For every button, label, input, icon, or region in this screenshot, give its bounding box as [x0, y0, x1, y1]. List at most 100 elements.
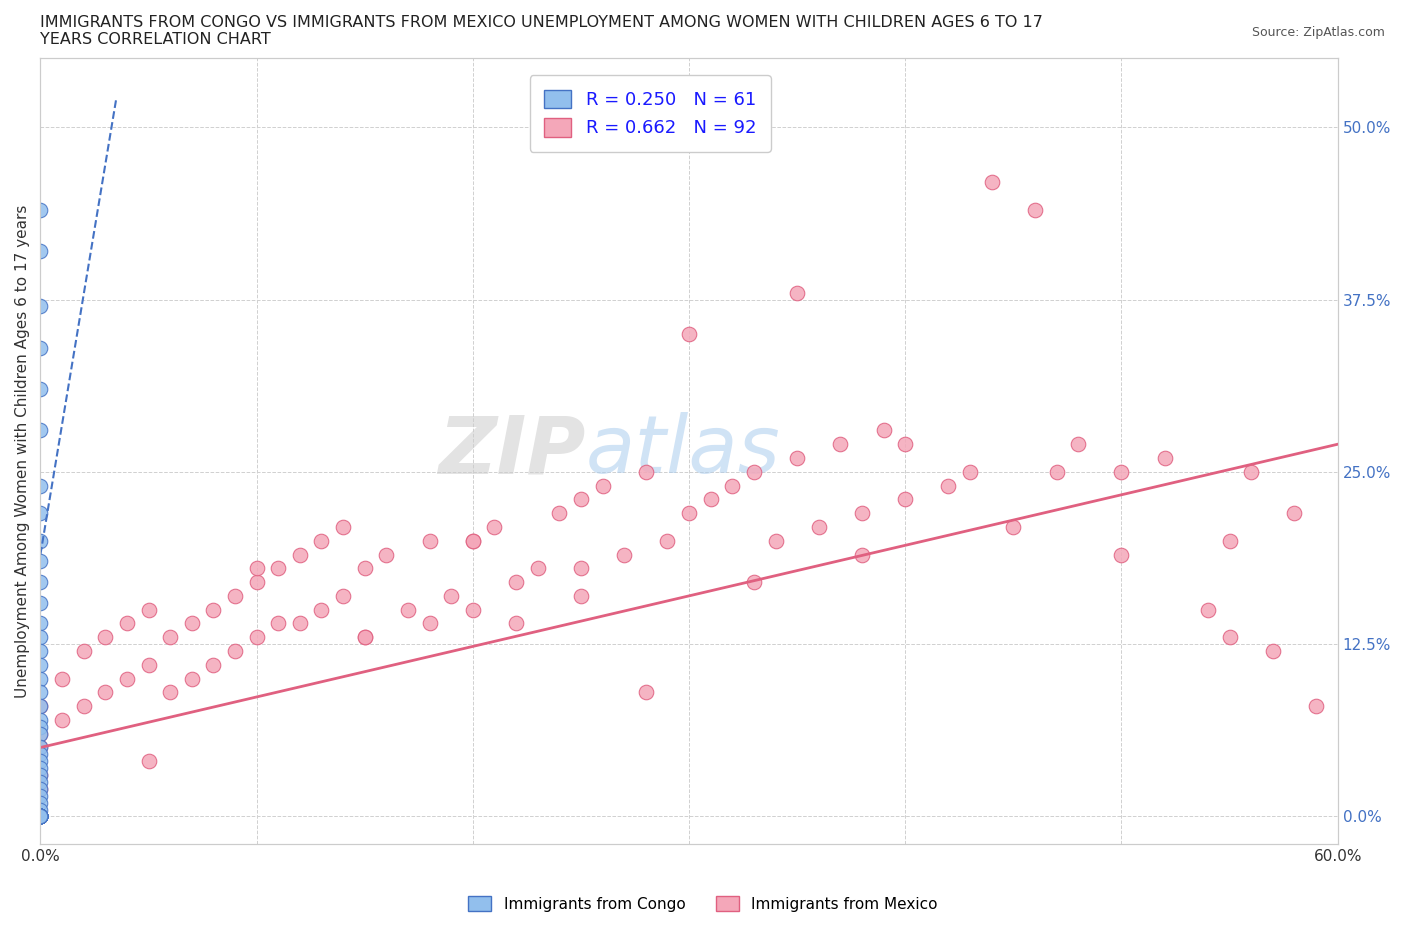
Point	[30, 616, 52, 631]
Point	[1305, 698, 1327, 713]
Point	[30, 423, 52, 438]
Point	[30, 726, 52, 741]
Point	[30, 381, 52, 396]
Point	[94, 684, 117, 699]
Point	[94, 630, 117, 644]
Point	[30, 802, 52, 817]
Point	[30, 478, 52, 493]
Point	[30, 658, 52, 672]
Point	[30, 244, 52, 259]
Point	[30, 795, 52, 810]
Point	[569, 589, 592, 604]
Point	[30, 809, 52, 824]
Point	[288, 547, 311, 562]
Point	[30, 809, 52, 824]
Point	[30, 340, 52, 355]
Point	[830, 437, 852, 452]
Point	[375, 547, 398, 562]
Point	[30, 809, 52, 824]
Legend: R = 0.250   N = 61, R = 0.662   N = 92: R = 0.250 N = 61, R = 0.662 N = 92	[530, 75, 770, 152]
Point	[30, 767, 52, 782]
Point	[678, 506, 700, 521]
Point	[30, 775, 52, 790]
Point	[30, 575, 52, 590]
Point	[138, 603, 160, 618]
Point	[419, 533, 441, 548]
Point	[1218, 630, 1240, 644]
Point	[461, 603, 484, 618]
Point	[30, 506, 52, 521]
Point	[30, 809, 52, 824]
Point	[180, 616, 202, 631]
Point	[851, 506, 873, 521]
Point	[980, 175, 1002, 190]
Point	[569, 492, 592, 507]
Point	[30, 712, 52, 727]
Point	[30, 809, 52, 824]
Point	[138, 754, 160, 769]
Point	[224, 589, 246, 604]
Point	[30, 809, 52, 824]
Point	[30, 554, 52, 569]
Point	[30, 747, 52, 762]
Point	[267, 616, 290, 631]
Point	[484, 520, 506, 535]
Point	[678, 326, 700, 341]
Point	[30, 720, 52, 735]
Point	[30, 740, 52, 755]
Point	[30, 809, 52, 824]
Point	[30, 671, 52, 686]
Point	[224, 644, 246, 658]
Point	[1111, 464, 1133, 479]
Point	[30, 203, 52, 218]
Point	[246, 575, 269, 590]
Point	[332, 520, 354, 535]
Point	[159, 684, 181, 699]
Point	[30, 684, 52, 699]
Point	[592, 478, 614, 493]
Point	[30, 809, 52, 824]
Point	[30, 698, 52, 713]
Point	[569, 561, 592, 576]
Point	[30, 809, 52, 824]
Point	[202, 603, 225, 618]
Point	[1240, 464, 1263, 479]
Point	[786, 286, 808, 300]
Point	[30, 698, 52, 713]
Point	[353, 561, 375, 576]
Point	[419, 616, 441, 631]
Point	[51, 712, 73, 727]
Point	[30, 299, 52, 313]
Point	[1024, 203, 1046, 218]
Point	[30, 809, 52, 824]
Point	[30, 809, 52, 824]
Point	[30, 809, 52, 824]
Point	[202, 658, 225, 672]
Point	[30, 809, 52, 824]
Point	[332, 589, 354, 604]
Point	[894, 492, 917, 507]
Point	[1045, 464, 1067, 479]
Legend: Immigrants from Congo, Immigrants from Mexico: Immigrants from Congo, Immigrants from M…	[463, 889, 943, 918]
Point	[30, 754, 52, 769]
Point	[872, 423, 894, 438]
Point	[30, 809, 52, 824]
Y-axis label: Unemployment Among Women with Children Ages 6 to 17 years: Unemployment Among Women with Children A…	[15, 205, 30, 698]
Point	[634, 464, 657, 479]
Point	[461, 533, 484, 548]
Point	[721, 478, 744, 493]
Point	[180, 671, 202, 686]
Point	[159, 630, 181, 644]
Point	[440, 589, 463, 604]
Point	[938, 478, 960, 493]
Point	[1002, 520, 1025, 535]
Text: Source: ZipAtlas.com: Source: ZipAtlas.com	[1251, 26, 1385, 39]
Point	[1153, 451, 1175, 466]
Point	[30, 809, 52, 824]
Point	[505, 616, 527, 631]
Point	[1261, 644, 1284, 658]
Point	[30, 781, 52, 796]
Point	[30, 789, 52, 804]
Point	[30, 726, 52, 741]
Point	[30, 809, 52, 824]
